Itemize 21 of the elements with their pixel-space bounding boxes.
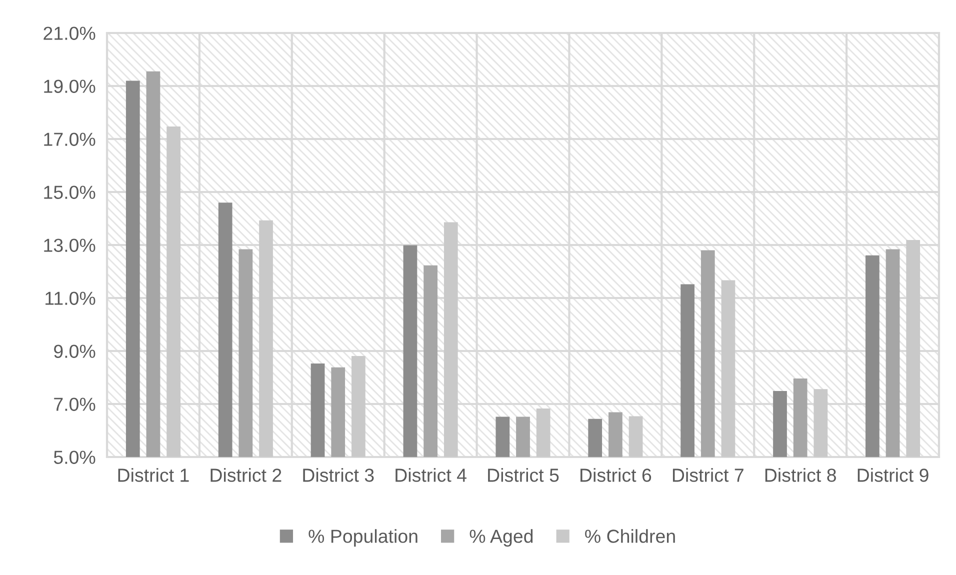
y-tick-label: 7.0% (54, 398, 96, 411)
x-tick-label: District 2 (210, 468, 282, 482)
x-tick-label: District 6 (580, 468, 652, 482)
y-tick-label: 21.0% (44, 26, 96, 40)
y-tick-label: 11.0% (46, 292, 96, 305)
x-tick-label: District 8 (765, 468, 836, 482)
x-tick-label: District 4 (396, 468, 466, 482)
x-tick-label: District 9 (858, 468, 928, 482)
y-tick-label: 17.0% (44, 132, 96, 146)
x-tick-label: District 7 (672, 468, 744, 482)
legend-label: % Aged (470, 529, 533, 547)
x-tick-label: District 3 (303, 468, 374, 482)
x-tick-label: District 5 (488, 468, 559, 482)
y-tick-label: 5.0% (54, 450, 96, 464)
x-tick-label: District 1 (118, 468, 189, 482)
legend-label: % Population (308, 529, 418, 547)
y-tick-label: 15.0% (44, 186, 96, 199)
y-tick-label: 9.0% (54, 344, 96, 358)
legend-label: % Children (585, 529, 675, 543)
y-tick-label: 19.0% (44, 80, 96, 93)
y-tick-label: 13.0% (44, 238, 96, 252)
